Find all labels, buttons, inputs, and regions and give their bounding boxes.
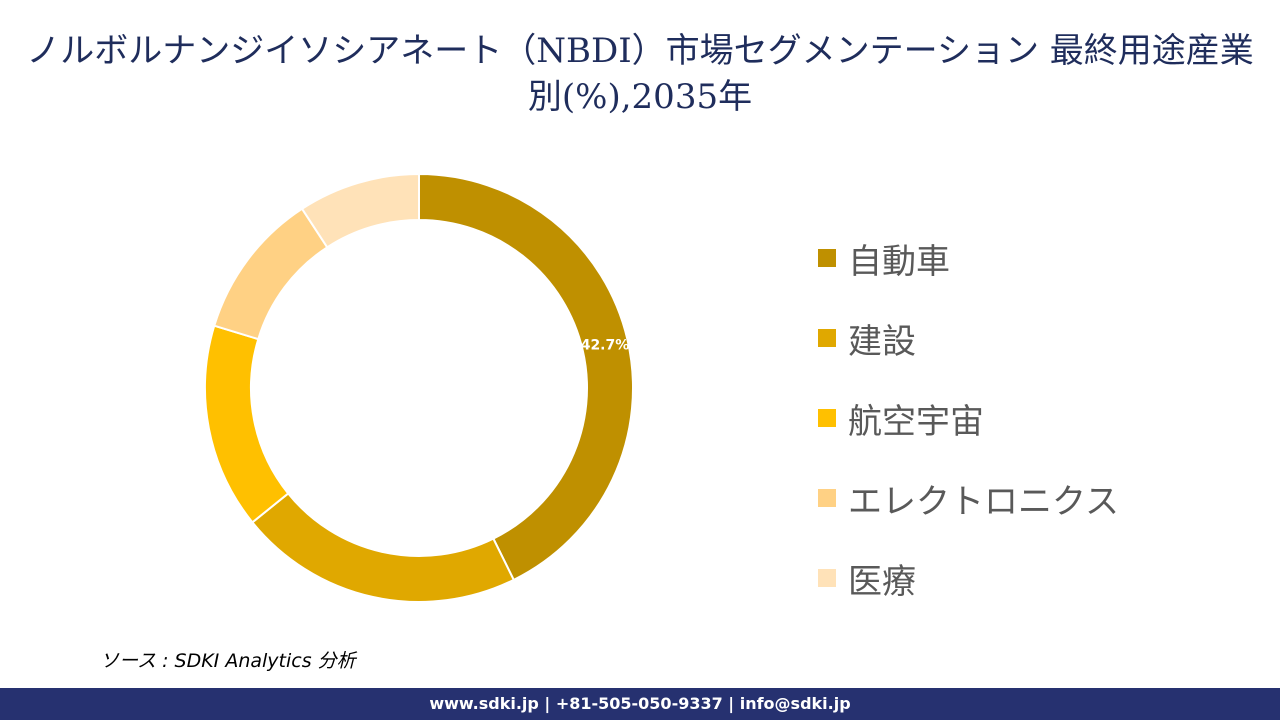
legend-swatch xyxy=(818,489,836,507)
donut-slice-2 xyxy=(204,324,290,524)
legend-swatch xyxy=(818,569,836,587)
chart-title: ノルボルナンジイソシアネート（NBDI）市場セグメンテーション 最終用途産業別(… xyxy=(26,31,1254,117)
legend-swatch xyxy=(818,409,836,427)
legend-label: 建設 xyxy=(848,321,916,362)
donut-slice-4 xyxy=(300,172,420,249)
legend-item: 医療 xyxy=(818,538,1119,618)
footer-contact: www.sdki.jp | +81-505-050-9337 | info@sd… xyxy=(0,688,1280,720)
legend-item: 自動車 xyxy=(818,218,1119,298)
legend-swatch xyxy=(818,329,836,347)
legend-label: 自動車 xyxy=(848,241,950,282)
data-label: 42.7% xyxy=(581,338,630,354)
donut-slice-1 xyxy=(251,492,516,603)
source-note: ソース : SDKI Analytics 分析 xyxy=(100,650,356,672)
legend-label: 航空宇宙 xyxy=(848,401,984,442)
legend-label: エレクトロニクス xyxy=(848,481,1119,522)
legend: 自動車建設航空宇宙エレクトロニクス 医療 xyxy=(818,218,1119,618)
legend-item: 航空宇宙 xyxy=(818,378,1119,458)
donut-slice-0 xyxy=(418,172,634,582)
legend-swatch xyxy=(818,249,836,267)
legend-item: エレクトロニクス xyxy=(818,458,1119,538)
legend-item: 建設 xyxy=(818,298,1119,378)
legend-label: 医療 xyxy=(848,561,916,602)
donut-slice-3 xyxy=(213,207,329,341)
